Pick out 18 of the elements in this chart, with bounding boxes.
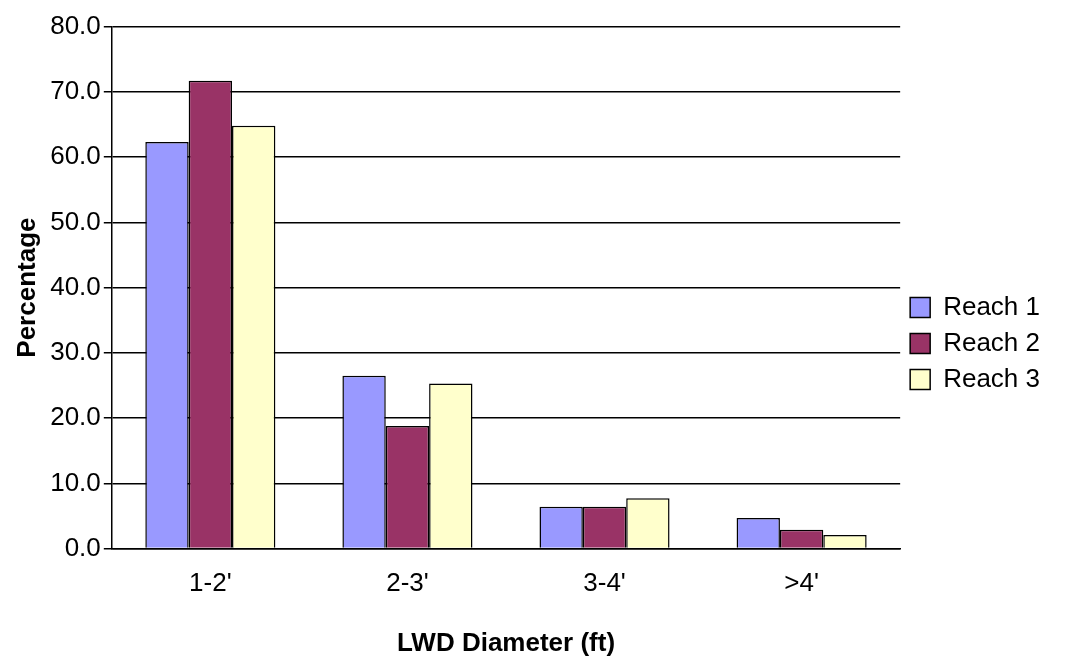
x-tick-label: >4' (784, 567, 819, 598)
y-tick-label: 80.0 (50, 9, 101, 40)
y-tick-label: 60.0 (50, 140, 101, 171)
x-tick-label: 3-4' (583, 567, 626, 598)
x-axis-title: LWD Diameter (ft) (396, 626, 616, 657)
x-tick-label: 2-3' (386, 567, 429, 598)
y-tick-label: 10.0 (50, 466, 101, 497)
legend-label: Reach 3 (943, 362, 1040, 393)
y-tick-label: 0.0 (64, 531, 101, 562)
y-tick-label: 20.0 (50, 401, 101, 432)
x-tick-label: 1-2' (189, 567, 232, 598)
y-tick-label: 50.0 (50, 205, 101, 236)
legend-label: Reach 1 (943, 290, 1040, 321)
y-tick-label: 70.0 (50, 75, 101, 106)
y-tick-label: 30.0 (50, 336, 101, 367)
legend-label: Reach 2 (943, 326, 1040, 357)
y-tick-label: 40.0 (50, 270, 101, 301)
y-axis-title: Percentage (10, 217, 41, 358)
